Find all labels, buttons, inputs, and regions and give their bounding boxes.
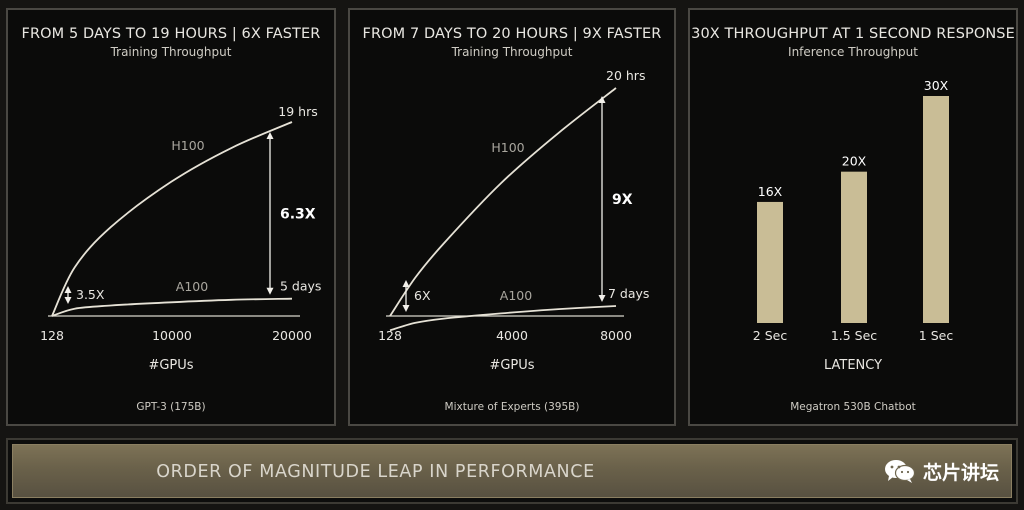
chart-panel-gpt3: FROM 5 DAYS TO 19 HOURS | 6X FASTER Trai… — [6, 8, 336, 426]
panel-title: FROM 7 DAYS TO 20 HOURS | 9X FASTER — [362, 26, 662, 42]
panel-footnote: GPT-3 (175B) — [136, 401, 206, 413]
panel-footnote: Megatron 530B Chatbot — [790, 401, 916, 413]
end-label-h100: 20 hrs — [606, 68, 645, 83]
banner-text: ORDER OF MAGNITUDE LEAP IN PERFORMANCE — [156, 462, 595, 482]
speedup-arrow-right-head-bottom — [598, 294, 606, 302]
bar-value-label: 20X — [842, 154, 867, 169]
speedup-label-left: 3.5X — [76, 287, 105, 302]
banner-gold-bar: ORDER OF MAGNITUDE LEAP IN PERFORMANCE 芯… — [12, 444, 1012, 498]
speedup-arrow-left-head-bottom — [64, 297, 72, 304]
end-label-a100: 7 days — [608, 286, 649, 301]
bar-chart-megatron: 16X 2 Sec 20X 1.5 Sec 30X 1 Sec — [753, 78, 954, 343]
series-label-a100: A100 — [500, 288, 532, 303]
chart-panel-moe: FROM 7 DAYS TO 20 HOURS | 9X FASTER Trai… — [348, 8, 676, 426]
panel-title: FROM 5 DAYS TO 19 HOURS | 6X FASTER — [21, 26, 321, 42]
series-line-a100 — [51, 297, 293, 317]
speedup-label-right: 6.3X — [280, 206, 316, 222]
x-tick-label: 4000 — [496, 328, 528, 343]
series-line-h100 — [51, 121, 293, 317]
x-tick-label: 1 Sec — [919, 328, 954, 343]
speedup-arrow-left-head-top — [402, 280, 410, 287]
speedup-arrow-right-head-top — [598, 96, 606, 103]
bar-value-label: 16X — [758, 184, 783, 199]
series-line-a100 — [389, 305, 617, 332]
panel-subtitle: Inference Throughput — [788, 45, 918, 59]
bar-1-sec — [923, 96, 949, 323]
bar-2-sec — [757, 201, 783, 323]
watermark-text: 芯片讲坛 — [922, 461, 999, 484]
speedup-arrow-right-head-bottom — [266, 287, 274, 295]
end-label-a100: 5 days — [280, 279, 321, 294]
bar-1_5-sec — [841, 171, 867, 323]
x-axis-title: #GPUs — [489, 358, 535, 373]
chart-panel-megatron: 30X THROUGHPUT AT 1 SECOND RESPONSE Infe… — [688, 8, 1018, 426]
x-tick-label: 1.5 Sec — [831, 328, 877, 343]
wechat-icon — [884, 460, 916, 483]
bar-value-label: 30X — [924, 78, 949, 93]
bottom-banner: ORDER OF MAGNITUDE LEAP IN PERFORMANCE 芯… — [6, 438, 1018, 504]
panel-subtitle: Training Throughput — [110, 45, 232, 59]
panel-title: 30X THROUGHPUT AT 1 SECOND RESPONSE — [691, 26, 1015, 42]
watermark: 芯片讲坛 — [883, 457, 999, 485]
series-label-h100: H100 — [171, 138, 204, 153]
end-label-h100: 19 hrs — [278, 104, 317, 119]
speedup-label-left: 6X — [414, 288, 431, 303]
x-tick-label: 20000 — [272, 328, 312, 343]
line-chart-moe: 128 4000 8000 H100 A100 20 hrs 7 days 9X 6X — [378, 68, 649, 343]
speedup-label-right: 9X — [612, 192, 633, 208]
x-tick-label: 128 — [378, 328, 402, 343]
x-tick-label: 128 — [40, 328, 64, 343]
speedup-arrow-left-head-bottom — [402, 305, 410, 312]
panel-footnote: Mixture of Experts (395B) — [444, 401, 580, 413]
series-label-a100: A100 — [176, 279, 208, 294]
x-tick-label: 2 Sec — [753, 328, 788, 343]
series-label-h100: H100 — [491, 140, 524, 155]
speedup-arrow-right-head-top — [266, 132, 274, 139]
x-tick-label: 10000 — [152, 328, 192, 343]
x-tick-label: 8000 — [600, 328, 632, 343]
panel-subtitle: Training Throughput — [451, 45, 573, 59]
line-chart-gpt3: 128 10000 20000 H100 A100 19 hrs 5 days 6.3X 3.5… — [40, 104, 321, 343]
series-line-h100 — [389, 87, 617, 317]
x-axis-title: #GPUs — [148, 358, 194, 373]
speedup-arrow-left-head-top — [64, 286, 72, 293]
x-axis-title: LATENCY — [823, 358, 883, 373]
